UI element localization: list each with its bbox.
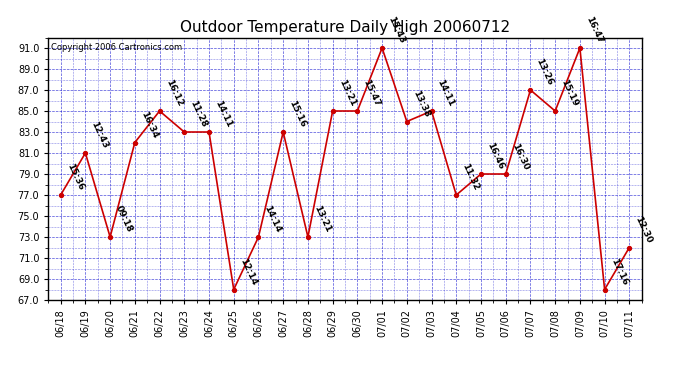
Point xyxy=(80,150,91,156)
Point xyxy=(204,129,215,135)
Text: 16:46: 16:46 xyxy=(485,141,506,171)
Text: 15:47: 15:47 xyxy=(362,78,382,108)
Text: 16:30: 16:30 xyxy=(510,142,530,171)
Text: 09:18: 09:18 xyxy=(115,204,135,234)
Point xyxy=(475,171,486,177)
Text: 15:43: 15:43 xyxy=(386,15,406,45)
Text: 12:14: 12:14 xyxy=(238,257,258,287)
Point xyxy=(377,45,388,51)
Point xyxy=(179,129,190,135)
Text: 13:21: 13:21 xyxy=(337,78,357,108)
Point xyxy=(624,244,635,250)
Point xyxy=(451,192,462,198)
Point xyxy=(525,87,536,93)
Point xyxy=(599,286,610,292)
Point xyxy=(129,140,140,146)
Text: 15:19: 15:19 xyxy=(560,78,580,108)
Point xyxy=(574,45,585,51)
Text: 13:38: 13:38 xyxy=(411,89,431,119)
Point xyxy=(402,118,413,124)
Text: 11:28: 11:28 xyxy=(188,99,208,129)
Point xyxy=(327,108,338,114)
Text: 15:16: 15:16 xyxy=(287,99,308,129)
Text: 14:11: 14:11 xyxy=(435,78,456,108)
Text: 13:26: 13:26 xyxy=(535,57,555,87)
Point xyxy=(253,234,264,240)
Point xyxy=(277,129,288,135)
Text: 14:11: 14:11 xyxy=(213,99,233,129)
Text: 14:14: 14:14 xyxy=(263,204,283,234)
Point xyxy=(55,192,66,198)
Point xyxy=(500,171,511,177)
Text: 12:43: 12:43 xyxy=(90,120,110,150)
Text: 17:16: 17:16 xyxy=(609,257,629,287)
Text: 13:21: 13:21 xyxy=(312,204,333,234)
Text: 16:47: 16:47 xyxy=(584,15,604,45)
Point xyxy=(302,234,313,240)
Point xyxy=(426,108,437,114)
Text: 16:34: 16:34 xyxy=(139,110,159,140)
Point xyxy=(105,234,116,240)
Text: 16:12: 16:12 xyxy=(164,78,184,108)
Title: Outdoor Temperature Daily High 20060712: Outdoor Temperature Daily High 20060712 xyxy=(180,20,510,35)
Point xyxy=(154,108,165,114)
Point xyxy=(550,108,561,114)
Text: Copyright 2006 Cartronics.com: Copyright 2006 Cartronics.com xyxy=(51,43,182,52)
Text: 12:30: 12:30 xyxy=(633,215,653,245)
Point xyxy=(228,286,239,292)
Text: 15:36: 15:36 xyxy=(65,162,85,192)
Point xyxy=(352,108,363,114)
Text: 11:32: 11:32 xyxy=(460,162,481,192)
